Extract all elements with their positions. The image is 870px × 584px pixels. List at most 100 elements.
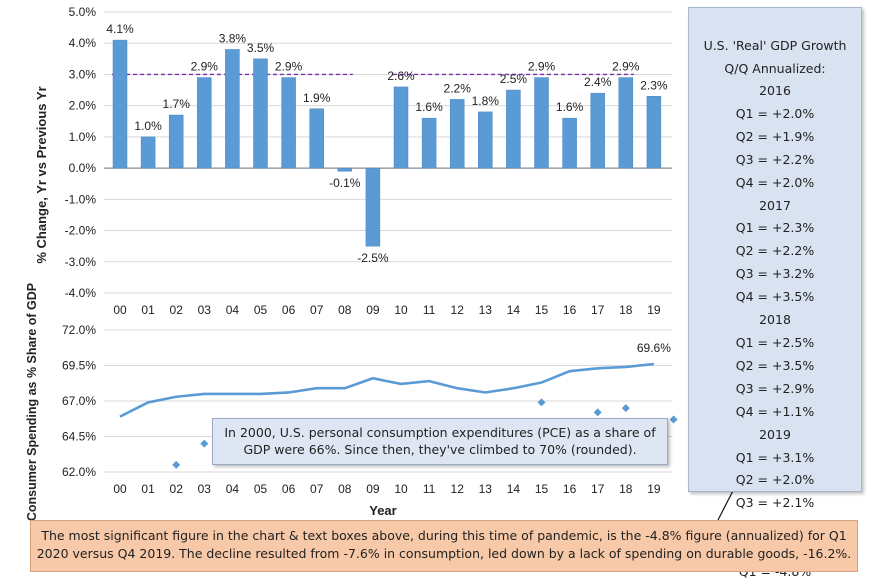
bar-09	[365, 167, 381, 247]
top-chart-x-tick-labels: 00 01 02 03 04 05 06 07 08 09 10 11 12 13 14 15 16 17 18 19	[113, 303, 661, 317]
bottom-chart-pce-share-line	[119, 362, 655, 418]
top-x-tick-label: 08	[338, 303, 352, 317]
top-chart-bars	[112, 39, 662, 247]
bar-07	[309, 108, 324, 169]
bottom-chart-y-tick-labels: 72.0% 69.5% 67.0% 64.5% 62.0%	[62, 323, 96, 479]
data-label-14: 2.5%	[500, 72, 528, 86]
top-chart-y-axis-label: % Change, Yr vs Previous Yr	[34, 86, 49, 263]
top-y-tick-label: -2.0%	[65, 224, 97, 238]
data-label-18: 2.9%	[612, 60, 640, 74]
top-y-tick-label: 4.0%	[69, 36, 97, 50]
pce-annotation-line-1: In 2000, U.S. personal consumption expen…	[224, 425, 656, 440]
top-x-tick-label: 03	[198, 303, 212, 317]
data-label-06: 2.9%	[275, 60, 303, 74]
top-chart-data-labels: 4.1%1.0%1.7%2.9%3.8%3.5%2.9%1.9%-0.1%-2.…	[106, 22, 668, 265]
data-label-03: 2.9%	[191, 60, 219, 74]
data-label-01: 1.0%	[134, 119, 162, 133]
top-y-tick-label: 2.0%	[69, 99, 97, 113]
scatter-marker	[172, 460, 181, 469]
bottom-x-tick-label: 10	[394, 482, 408, 496]
bar-19	[646, 96, 662, 169]
bottom-x-tick-label: 14	[507, 482, 521, 496]
quarterly-growth-item: Q3 = +3.2%	[735, 266, 815, 282]
bottom-x-tick-label: 15	[535, 482, 549, 496]
data-label-04: 3.8%	[219, 31, 247, 45]
pce-annotation-box: In 2000, U.S. personal consumption expen…	[212, 418, 668, 465]
top-x-tick-label: 04	[226, 303, 240, 317]
top-x-tick-label: 01	[141, 303, 155, 317]
quarterly-growth-item: Q4 = +2.0%	[735, 174, 815, 190]
top-x-tick-label: 00	[113, 303, 127, 317]
top-x-tick-label: 02	[170, 303, 184, 317]
bottom-y-tick-label: 67.0%	[62, 394, 96, 408]
scatter-marker	[669, 415, 678, 424]
quarterly-growth-item: Q1 = +2.5%	[735, 334, 815, 350]
pce-annotation-line-2: GDP were 66%. Since then, they've climbe…	[243, 442, 637, 457]
top-chart-y-tick-labels: 5.0% 4.0% 3.0% 2.0% 1.0% 0.0% -1.0% -2.0% -3.0% -…	[65, 5, 97, 300]
quarterly-growth-item: Q3 = +2.9%	[735, 380, 815, 396]
scatter-marker	[621, 404, 630, 413]
bar-04	[225, 49, 240, 169]
data-label-11: 1.6%	[415, 100, 443, 114]
bottom-x-tick-label: 06	[282, 482, 296, 496]
bottom-x-tick-label: 19	[647, 482, 661, 496]
quarterly-growth-item: Q2 = +1.9%	[735, 128, 815, 144]
bottom-x-tick-label: 02	[170, 482, 184, 496]
data-label-12: 2.2%	[444, 81, 472, 95]
bottom-y-tick-label: 72.0%	[62, 323, 96, 337]
quarterly-growth-list: 2016 Q1 = +2.0% Q2 = +1.9% Q3 = +2.2% Q4 = +…	[689, 80, 861, 584]
bar-01	[140, 136, 156, 169]
data-label-08: -0.1%	[329, 176, 361, 190]
bar-02	[168, 114, 184, 169]
bottom-y-tick-label: 64.5%	[62, 430, 96, 444]
data-label-00: 4.1%	[106, 22, 134, 36]
bar-06	[281, 77, 296, 169]
top-x-tick-label: 11	[423, 303, 436, 317]
top-y-tick-label: -4.0%	[65, 286, 97, 300]
top-y-tick-label: 5.0%	[69, 5, 97, 19]
quarterly-growth-item: Q2 = +3.5%	[735, 357, 815, 373]
bottom-chart-scatter-markers	[172, 398, 678, 469]
bar-18	[618, 77, 634, 169]
top-x-tick-label: 17	[591, 303, 605, 317]
top-y-tick-label: 1.0%	[69, 130, 97, 144]
data-label-13: 1.8%	[472, 94, 500, 108]
top-x-tick-label: 14	[507, 303, 521, 317]
quarterly-growth-item: Q3 = +2.2%	[735, 151, 815, 167]
data-label-19: 2.3%	[640, 78, 668, 92]
quarterly-growth-item: 2018	[759, 312, 791, 328]
bottom-x-tick-label: 00	[113, 482, 127, 496]
quarterly-growth-item: Q2 = +2.2%	[735, 243, 815, 259]
top-x-tick-label: 06	[282, 303, 296, 317]
top-x-tick-label: 15	[535, 303, 549, 317]
bar-11	[421, 117, 437, 169]
bottom-x-tick-label: 12	[451, 482, 465, 496]
bottom-x-tick-label: 05	[254, 482, 268, 496]
data-label-16: 1.6%	[556, 100, 584, 114]
bottom-chart-y-axis-label: Consumer Spending as % Share of GDP	[25, 283, 39, 521]
scatter-marker	[593, 408, 602, 417]
bottom-y-tick-label: 69.5%	[62, 359, 96, 373]
quarterly-growth-item: 2019	[759, 426, 791, 442]
bottom-x-tick-label: 18	[619, 482, 633, 496]
top-y-tick-label: -3.0%	[65, 255, 97, 269]
bottom-x-tick-label: 09	[366, 482, 380, 496]
quarterly-growth-title-line-2: Q/Q Annualized:	[724, 60, 826, 76]
top-x-tick-label: 07	[310, 303, 324, 317]
top-x-tick-label: 18	[619, 303, 633, 317]
top-y-tick-label: 0.0%	[69, 161, 97, 175]
quarterly-growth-item: 2017	[759, 197, 791, 213]
data-label-02: 1.7%	[163, 97, 191, 111]
bar-16	[562, 117, 577, 169]
bottom-x-tick-label: 16	[563, 482, 577, 496]
top-x-tick-label: 12	[451, 303, 465, 317]
bar-12	[449, 99, 465, 169]
bottom-x-tick-label: 04	[226, 482, 240, 496]
bar-15	[534, 77, 549, 169]
quarterly-growth-title: U.S. 'Real' GDP Growth Q/Q Annualized:	[689, 35, 861, 80]
bottom-y-tick-label: 62.0%	[62, 465, 96, 479]
bottom-x-tick-label: 17	[591, 482, 605, 496]
bottom-x-tick-label: 08	[338, 482, 352, 496]
bottom-chart-x-tick-labels: 00 01 02 03 04 05 06 07 08 09 10 11 12 13 14 15 16 17 18 19	[113, 482, 661, 496]
